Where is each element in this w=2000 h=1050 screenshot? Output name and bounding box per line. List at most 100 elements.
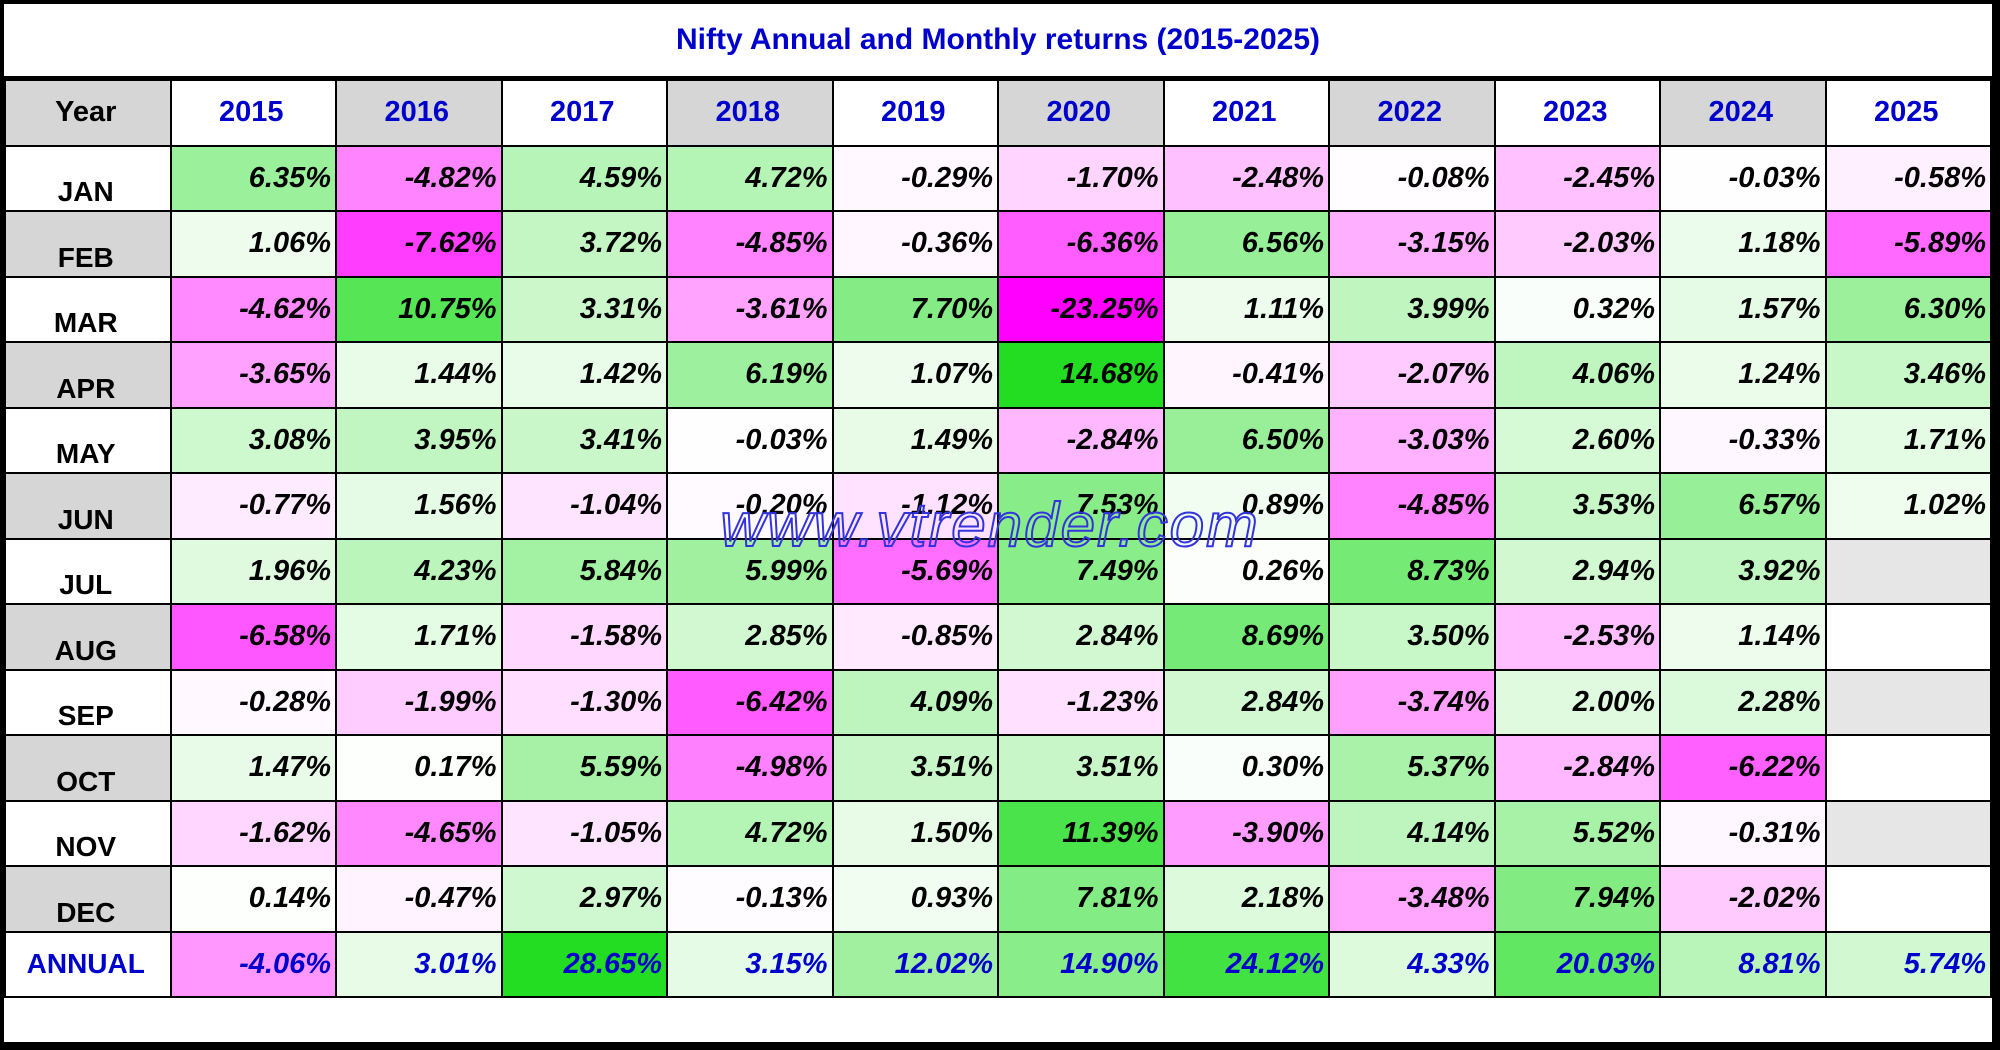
return-cell: -5.89% [1824,210,1992,278]
return-cell: 4.59% [500,144,668,212]
month-label: FEB [4,210,172,278]
year-header: 2021 [1162,79,1330,147]
return-cell: 1.11% [1162,275,1330,343]
year-header-row: Year 2015 2016 2017 2018 2019 2020 2021 2022 202… [4,79,1992,147]
return-cell: -3.90% [1162,799,1330,867]
return-cell: 1.50% [831,799,999,867]
return-cell: -4.85% [666,210,834,278]
return-cell: 3.53% [1493,472,1661,540]
return-cell: -23.25% [997,275,1165,343]
return-cell: -2.48% [1162,144,1330,212]
annual-return-cell: 24.12% [1162,930,1330,998]
annual-return-cell: 28.65% [500,930,668,998]
month-row: MAR -4.62% 10.75% 3.31% -3.61% 7.70% -23.25% 1.… [4,275,1992,343]
year-header: 2020 [997,79,1165,147]
month-row: JUN -0.77% 1.56% -1.04% -0.20% -1.12% 7.53% 0.8… [4,472,1992,540]
month-label: NOV [4,799,172,867]
return-cell: -0.58% [1824,144,1992,212]
return-cell: 1.44% [335,341,503,409]
return-cell: -4.65% [335,799,503,867]
return-cell: 5.37% [1328,734,1496,802]
month-row: APR -3.65% 1.44% 1.42% 6.19% 1.07% 14.68% -0.41… [4,341,1992,409]
return-cell: -1.58% [500,603,668,671]
return-cell: 2.00% [1493,668,1661,736]
return-cell: 1.49% [831,406,999,474]
return-cell: 8.69% [1162,603,1330,671]
return-cell: -1.30% [500,668,668,736]
return-cell: 3.50% [1328,603,1496,671]
return-cell: 2.28% [1659,668,1827,736]
return-cell: -0.31% [1659,799,1827,867]
return-cell: -2.84% [997,406,1165,474]
returns-table: Year 2015 2016 2017 2018 2019 2020 2021 2022 202… [4,79,1992,998]
return-cell: 4.72% [666,144,834,212]
return-cell: 7.49% [997,537,1165,605]
return-cell: 2.84% [997,603,1165,671]
return-cell: 2.84% [1162,668,1330,736]
year-header: 2024 [1659,79,1827,147]
return-cell: -2.84% [1493,734,1661,802]
month-label: DEC [4,865,172,933]
return-cell: -0.28% [169,668,337,736]
year-header: 2022 [1328,79,1496,147]
return-cell: -0.33% [1659,406,1827,474]
return-cell: -6.36% [997,210,1165,278]
return-cell: 4.23% [335,537,503,605]
return-cell: -4.82% [335,144,503,212]
return-cell: 5.59% [500,734,668,802]
return-cell: -0.77% [169,472,337,540]
return-cell: -5.69% [831,537,999,605]
return-cell: -0.03% [1659,144,1827,212]
month-row: FEB 1.06% -7.62% 3.72% -4.85% -0.36% -6.36% 6.5… [4,210,1992,278]
return-cell: 11.39% [997,799,1165,867]
return-cell: 5.99% [666,537,834,605]
return-cell: -1.23% [997,668,1165,736]
return-cell: 1.42% [500,341,668,409]
return-cell: 2.97% [500,865,668,933]
return-cell: -0.47% [335,865,503,933]
return-cell: -3.48% [1328,865,1496,933]
return-cell: 0.30% [1162,734,1330,802]
table-title: Nifty Annual and Monthly returns (2015-2… [4,4,1992,79]
return-cell [1824,603,1992,671]
return-cell [1824,668,1992,736]
return-cell: 0.89% [1162,472,1330,540]
return-cell: 4.14% [1328,799,1496,867]
return-cell: -0.29% [831,144,999,212]
annual-return-cell: 4.33% [1328,930,1496,998]
year-corner-label: Year [4,79,172,147]
return-cell: -0.20% [666,472,834,540]
year-header: 2015 [169,79,337,147]
return-cell: 1.02% [1824,472,1992,540]
return-cell: 2.94% [1493,537,1661,605]
return-cell: -1.99% [335,668,503,736]
return-cell: -1.04% [500,472,668,540]
annual-return-cell: 8.81% [1659,930,1827,998]
month-row: MAY 3.08% 3.95% 3.41% -0.03% 1.49% -2.84% 6.50%… [4,406,1992,474]
return-cell: 0.93% [831,865,999,933]
return-cell: -3.03% [1328,406,1496,474]
return-cell: 6.30% [1824,275,1992,343]
annual-return-cell: 5.74% [1824,930,1992,998]
month-row: NOV -1.62% -4.65% -1.05% 4.72% 1.50% 11.39% -3.… [4,799,1992,867]
return-cell: 7.94% [1493,865,1661,933]
return-cell: 1.57% [1659,275,1827,343]
return-cell: -1.70% [997,144,1165,212]
return-cell: 6.56% [1162,210,1330,278]
return-cell: -2.02% [1659,865,1827,933]
return-cell: 0.26% [1162,537,1330,605]
month-row: OCT 1.47% 0.17% 5.59% -4.98% 3.51% 3.51% 0.30% 5… [4,734,1992,802]
return-cell: 3.51% [831,734,999,802]
return-cell: -6.22% [1659,734,1827,802]
year-header: 2017 [500,79,668,147]
return-cell: -0.13% [666,865,834,933]
return-cell: -6.58% [169,603,337,671]
month-label: OCT [4,734,172,802]
return-cell: -0.41% [1162,341,1330,409]
return-cell: 10.75% [335,275,503,343]
return-cell [1824,537,1992,605]
return-cell: -2.03% [1493,210,1661,278]
month-row: JAN 6.35% -4.82% 4.59% 4.72% -0.29% -1.70% -2.4… [4,144,1992,212]
month-label: AUG [4,603,172,671]
